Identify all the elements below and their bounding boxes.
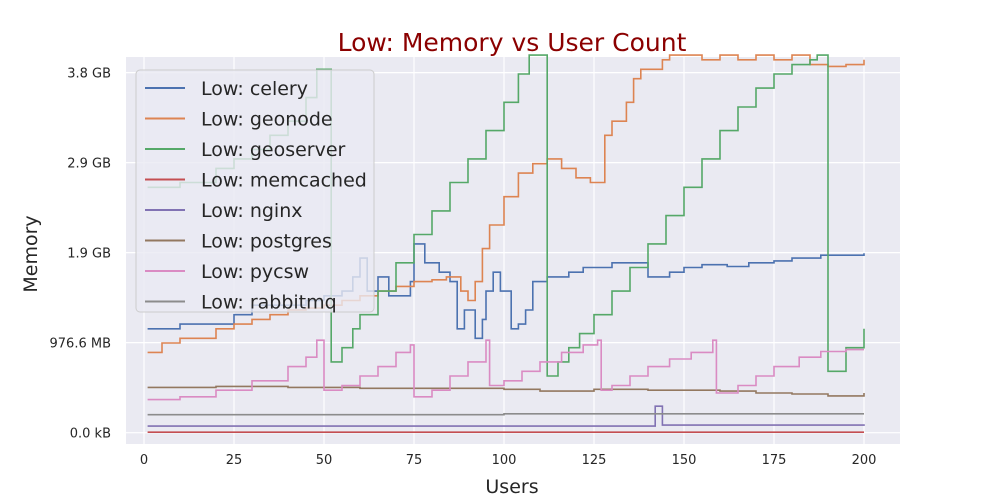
x-tick-label: 175 [762, 453, 787, 468]
legend-box [135, 69, 375, 313]
tick-layer: 0 25 50 75 100 125 150 175 200 0.0 kB 976.6 MB 1.9 … [50, 67, 877, 468]
legend-label-pycsw: Low: pycsw [201, 261, 309, 283]
x-tick-label: 75 [406, 453, 423, 468]
chart-title: Low: Memory vs User Count [338, 28, 687, 57]
series-line-rabbitmq [147, 413, 864, 416]
legend: Low: celery Low: geonode Low: geoserver Low… [135, 69, 375, 314]
y-axis-label: Memory [20, 215, 42, 292]
y-tick-label: 0.0 kB [70, 427, 111, 442]
y-tick-label: 3.8 GB [67, 67, 111, 82]
legend-label-celery: Low: celery [201, 78, 308, 100]
legend-label-geonode: Low: geonode [201, 109, 333, 131]
x-tick-label: 25 [226, 453, 243, 468]
legend-label-rabbitmq: Low: rabbitmq [201, 292, 337, 314]
legend-label-nginx: Low: nginx [201, 200, 303, 222]
legend-label-geoserver: Low: geoserver [201, 139, 346, 161]
y-tick-label: 976.6 MB [50, 337, 111, 352]
series-line-nginx [147, 405, 865, 427]
x-tick-label: 200 [852, 453, 877, 468]
x-tick-label: 0 [140, 453, 148, 468]
x-tick-label: 100 [492, 453, 517, 468]
y-tick-label: 2.9 GB [67, 157, 111, 172]
x-tick-label: 150 [672, 453, 697, 468]
legend-label-memcached: Low: memcached [201, 170, 367, 192]
series-line-pycsw [147, 339, 864, 401]
series-line-postgres [147, 385, 865, 397]
y-tick-label: 1.9 GB [67, 247, 111, 262]
legend-label-postgres: Low: postgres [201, 231, 332, 253]
x-tick-label: 50 [316, 453, 333, 468]
x-tick-label: 125 [582, 453, 607, 468]
x-axis-label: Users [485, 476, 538, 498]
